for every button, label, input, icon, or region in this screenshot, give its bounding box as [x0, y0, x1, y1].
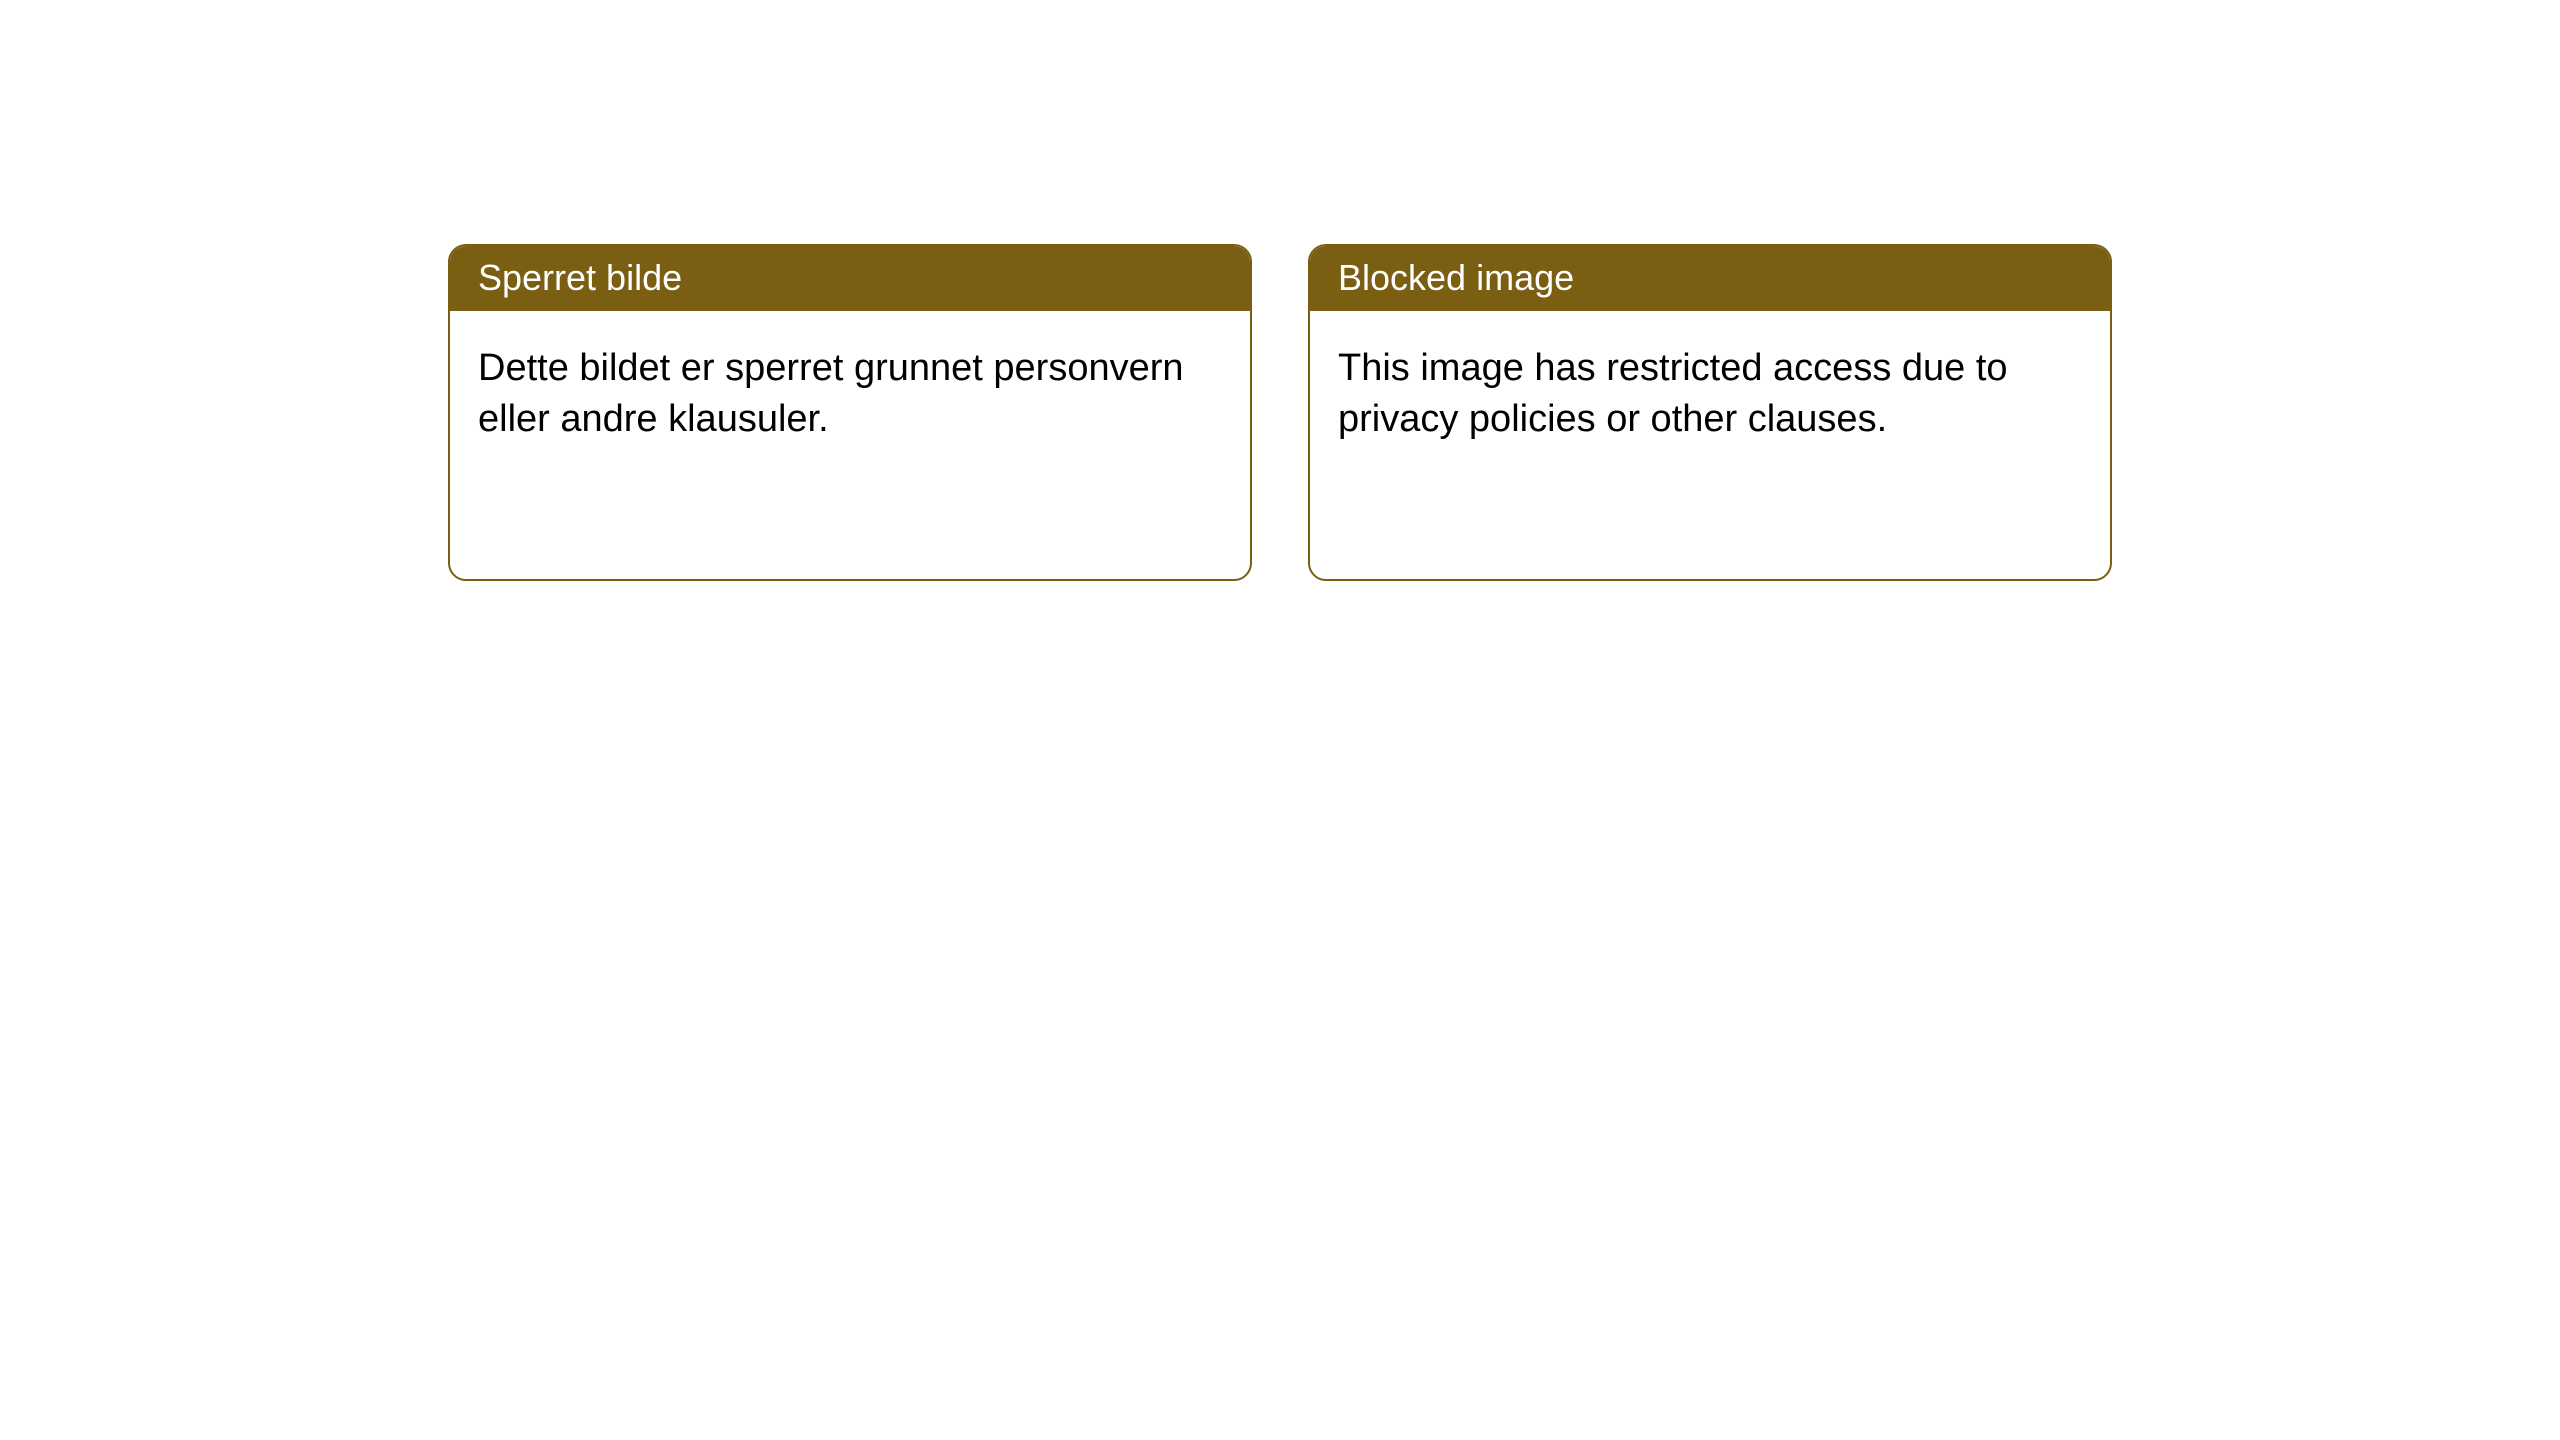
notice-card-norwegian: Sperret bilde Dette bildet er sperret gr… [448, 244, 1252, 581]
notice-message-norwegian: Dette bildet er sperret grunnet personve… [478, 343, 1222, 446]
notice-body-norwegian: Dette bildet er sperret grunnet personve… [450, 311, 1250, 579]
notice-container: Sperret bilde Dette bildet er sperret gr… [448, 244, 2112, 581]
notice-body-english: This image has restricted access due to … [1310, 311, 2110, 579]
notice-card-english: Blocked image This image has restricted … [1308, 244, 2112, 581]
notice-header-norwegian: Sperret bilde [450, 246, 1250, 311]
notice-header-english: Blocked image [1310, 246, 2110, 311]
notice-message-english: This image has restricted access due to … [1338, 343, 2082, 446]
